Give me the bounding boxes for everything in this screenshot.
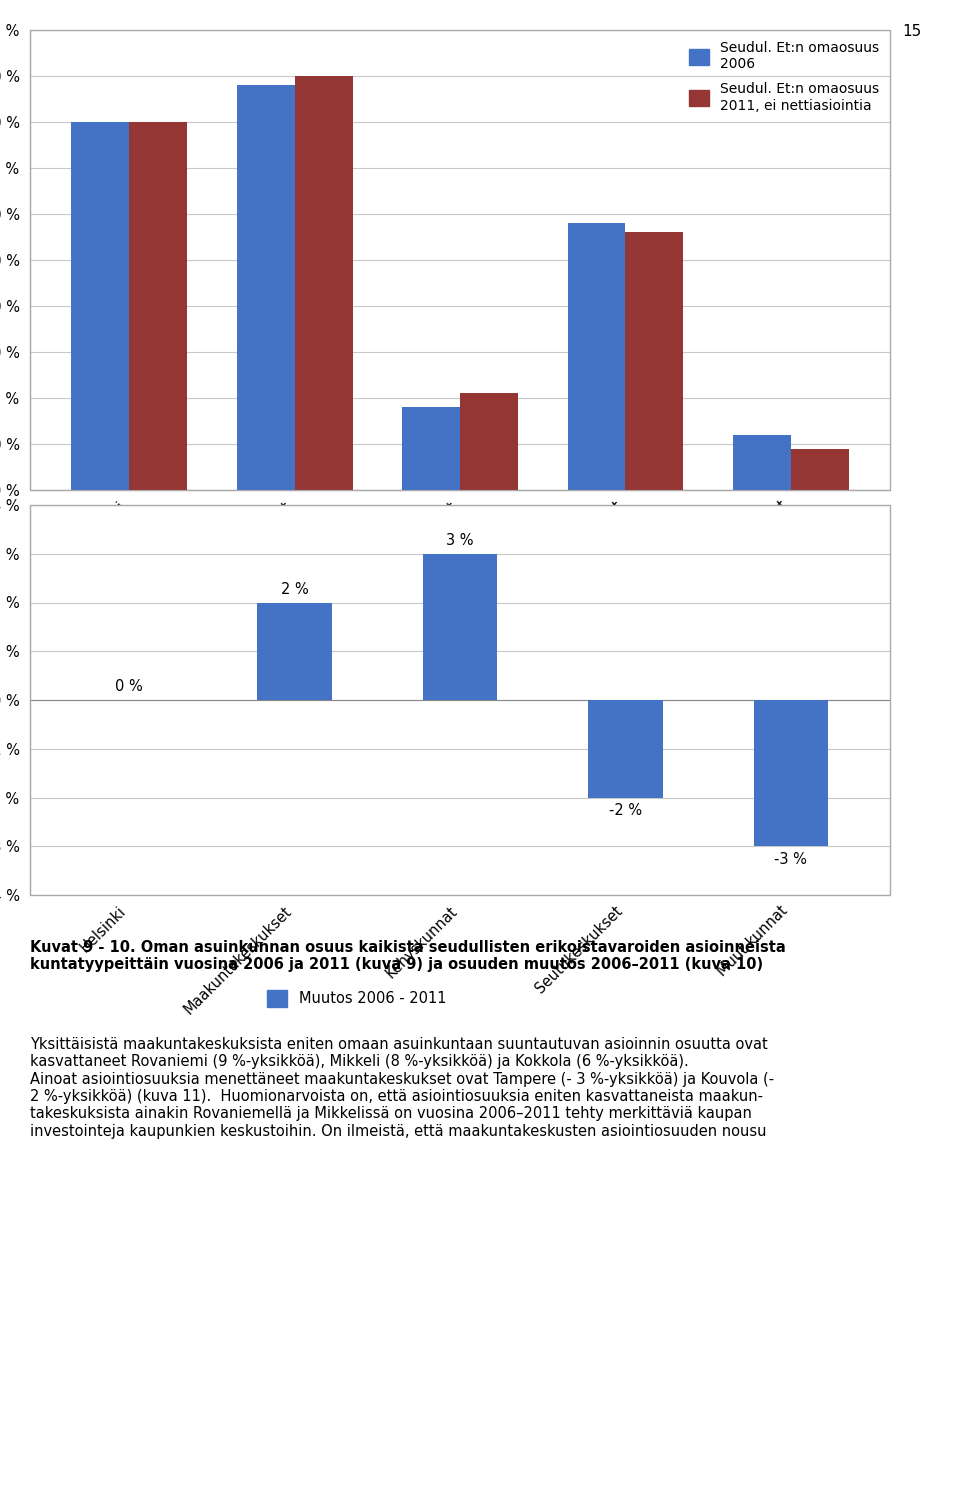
Bar bbox=[402, 407, 460, 490]
Bar bbox=[460, 393, 517, 490]
Bar bbox=[30, 30, 890, 490]
Bar bbox=[791, 448, 849, 490]
Text: Kuvat 9 - 10. Oman asuinkunnan osuus kaikista seudullisten erikoistavaroiden asi: Kuvat 9 - 10. Oman asuinkunnan osuus kai… bbox=[30, 940, 785, 973]
Bar bbox=[732, 435, 791, 490]
Text: -2 %: -2 % bbox=[609, 803, 642, 818]
Bar bbox=[30, 505, 890, 895]
Text: 2 %: 2 % bbox=[280, 581, 308, 596]
Bar bbox=[625, 232, 684, 490]
Bar bbox=[257, 602, 332, 700]
Bar bbox=[422, 554, 497, 700]
Bar bbox=[237, 85, 295, 490]
Bar bbox=[754, 700, 828, 846]
Bar bbox=[71, 122, 130, 490]
Bar bbox=[295, 76, 352, 490]
Legend: Muutos 2006 - 2011: Muutos 2006 - 2011 bbox=[261, 983, 452, 1013]
Text: 0 %: 0 % bbox=[115, 679, 143, 694]
Bar bbox=[130, 122, 187, 490]
Bar bbox=[567, 224, 625, 490]
Text: -3 %: -3 % bbox=[775, 852, 807, 867]
Text: Yksittäisistä maakuntakeskuksista eniten omaan asuinkuntaan suuntautuvan asioinn: Yksittäisistä maakuntakeskuksista eniten… bbox=[30, 1037, 774, 1138]
Text: 15: 15 bbox=[902, 24, 922, 39]
Bar bbox=[588, 700, 662, 797]
Legend: Seudul. Et:n omaosuus
2006, Seudul. Et:n omaosuus
2011, ei nettiasiointia: Seudul. Et:n omaosuus 2006, Seudul. Et:n… bbox=[685, 37, 883, 116]
Text: 3 %: 3 % bbox=[446, 533, 473, 548]
